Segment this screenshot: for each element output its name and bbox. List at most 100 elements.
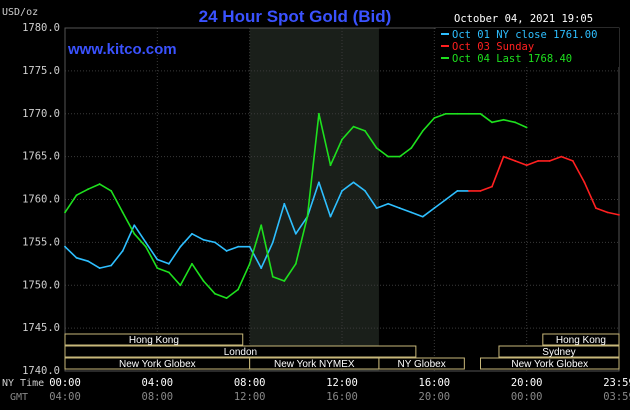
y-tick-label: 1740.0 (22, 365, 60, 377)
data-point-s1 (595, 207, 597, 209)
data-point-s2 (525, 126, 528, 129)
data-point-s1 (583, 181, 586, 184)
data-point-s0 (121, 250, 124, 252)
chart-title: 24 Hour Spot Gold (Bid) (199, 7, 392, 26)
data-point-s2 (479, 112, 482, 115)
data-point-s2 (410, 147, 413, 149)
data-point-s1 (548, 160, 551, 162)
x-tick-label-ny: 12:00 (326, 377, 358, 389)
data-point-s2 (271, 275, 274, 278)
data-point-s2 (283, 280, 286, 282)
session-new-york-globex-2-label: New York Globex (511, 359, 588, 370)
data-point-s2 (375, 147, 378, 149)
data-point-s2 (341, 138, 343, 141)
legend-entry: Oct 01 NY close 1761.00 (452, 29, 597, 41)
data-point-s0 (398, 207, 401, 209)
data-point-s0 (156, 258, 159, 261)
data-point-s2 (502, 118, 505, 121)
data-point-s0 (167, 262, 170, 265)
data-point-s0 (318, 181, 320, 184)
data-point-s0 (202, 238, 205, 241)
data-point-s0 (352, 181, 355, 184)
y-tick-label: 1750.0 (22, 279, 60, 291)
data-point-s1 (491, 185, 493, 188)
x-row-label-ny: NY Time (2, 378, 44, 389)
data-point-s2 (156, 267, 159, 269)
data-point-s2 (64, 211, 66, 214)
data-point-s2 (260, 224, 263, 227)
data-point-s0 (179, 245, 182, 248)
data-point-s0 (144, 241, 147, 244)
y-tick-label: 1745.0 (22, 322, 60, 334)
data-point-s2 (191, 262, 193, 265)
source-watermark: www.kitco.com (67, 41, 177, 58)
data-point-s0 (75, 256, 78, 259)
session-london-label: London (224, 347, 257, 358)
session-ny-globex-label: NY Globex (398, 359, 446, 370)
data-point-s0 (225, 250, 228, 252)
x-tick-label-ny: 16:00 (419, 377, 451, 389)
x-tick-label-gmt: 03:59 (603, 391, 630, 403)
data-point-s1 (560, 155, 563, 158)
data-point-s2 (167, 271, 170, 274)
data-point-s1 (537, 160, 540, 162)
legend-entry: Oct 03 Sunday (452, 41, 534, 53)
data-point-s1 (571, 160, 574, 162)
x-tick-label-ny: 08:00 (234, 377, 266, 389)
y-tick-label: 1775.0 (22, 65, 60, 77)
data-point-s2 (133, 232, 136, 235)
data-point-s0 (133, 224, 136, 227)
data-point-s2 (421, 130, 424, 132)
x-row-label-gmt: GMT (10, 392, 28, 403)
x-tick-label-gmt: 16:00 (326, 391, 358, 403)
y-tick-label: 1760.0 (22, 194, 60, 206)
data-point-s0 (375, 207, 378, 209)
x-tick-label-ny: 00:00 (49, 377, 81, 389)
data-point-s2 (87, 188, 89, 191)
session-sydney-label: Sydney (542, 347, 575, 358)
data-point-s2 (433, 117, 436, 119)
data-point-s2 (144, 245, 147, 248)
data-point-s2 (225, 297, 228, 300)
data-point-s0 (387, 202, 390, 205)
data-point-s0 (329, 215, 332, 218)
x-tick-label-gmt: 08:00 (142, 391, 174, 403)
date-label: October 04, 2021 19:05 (454, 13, 593, 25)
series-line-1 (469, 155, 620, 216)
data-point-s2 (202, 280, 205, 282)
data-point-s0 (364, 190, 366, 192)
data-point-s0 (64, 245, 66, 248)
data-point-s2 (444, 112, 447, 115)
data-point-s0 (98, 267, 101, 269)
data-point-s1 (502, 155, 505, 158)
data-point-s2 (98, 183, 101, 185)
data-point-s2 (329, 164, 332, 167)
session-hong-kong-bar (64, 333, 244, 346)
x-tick-label-gmt: 12:00 (234, 391, 266, 403)
data-point-s2 (306, 215, 309, 218)
session-new-york-globex-label: New York Globex (119, 359, 196, 370)
data-point-s2 (491, 121, 493, 124)
data-point-s2 (248, 262, 251, 265)
y-tick-label: 1770.0 (22, 108, 60, 120)
data-point-s2 (468, 112, 470, 115)
data-point-s0 (410, 211, 413, 214)
x-tick-label-ny: 23:59 (603, 377, 630, 389)
y-tick-label: 1765.0 (22, 151, 60, 163)
data-point-s2 (121, 211, 124, 214)
data-point-s2 (237, 288, 240, 291)
data-point-s0 (248, 245, 251, 248)
x-tick-label-gmt: 00:00 (511, 391, 543, 403)
x-tick-label-ny: 20:00 (511, 377, 543, 389)
session-hong-kong-label: Hong Kong (129, 335, 179, 346)
unit-label: USD/oz (2, 7, 38, 18)
data-point-s0 (191, 232, 193, 235)
data-point-s2 (352, 125, 355, 128)
data-point-s0 (421, 215, 424, 218)
session-new-york-globex-2-bar (480, 357, 620, 370)
data-point-s2 (110, 190, 113, 192)
data-point-s0 (110, 264, 113, 267)
data-point-s0 (294, 232, 297, 235)
data-point-s2 (318, 112, 320, 115)
data-point-s1 (525, 164, 528, 167)
